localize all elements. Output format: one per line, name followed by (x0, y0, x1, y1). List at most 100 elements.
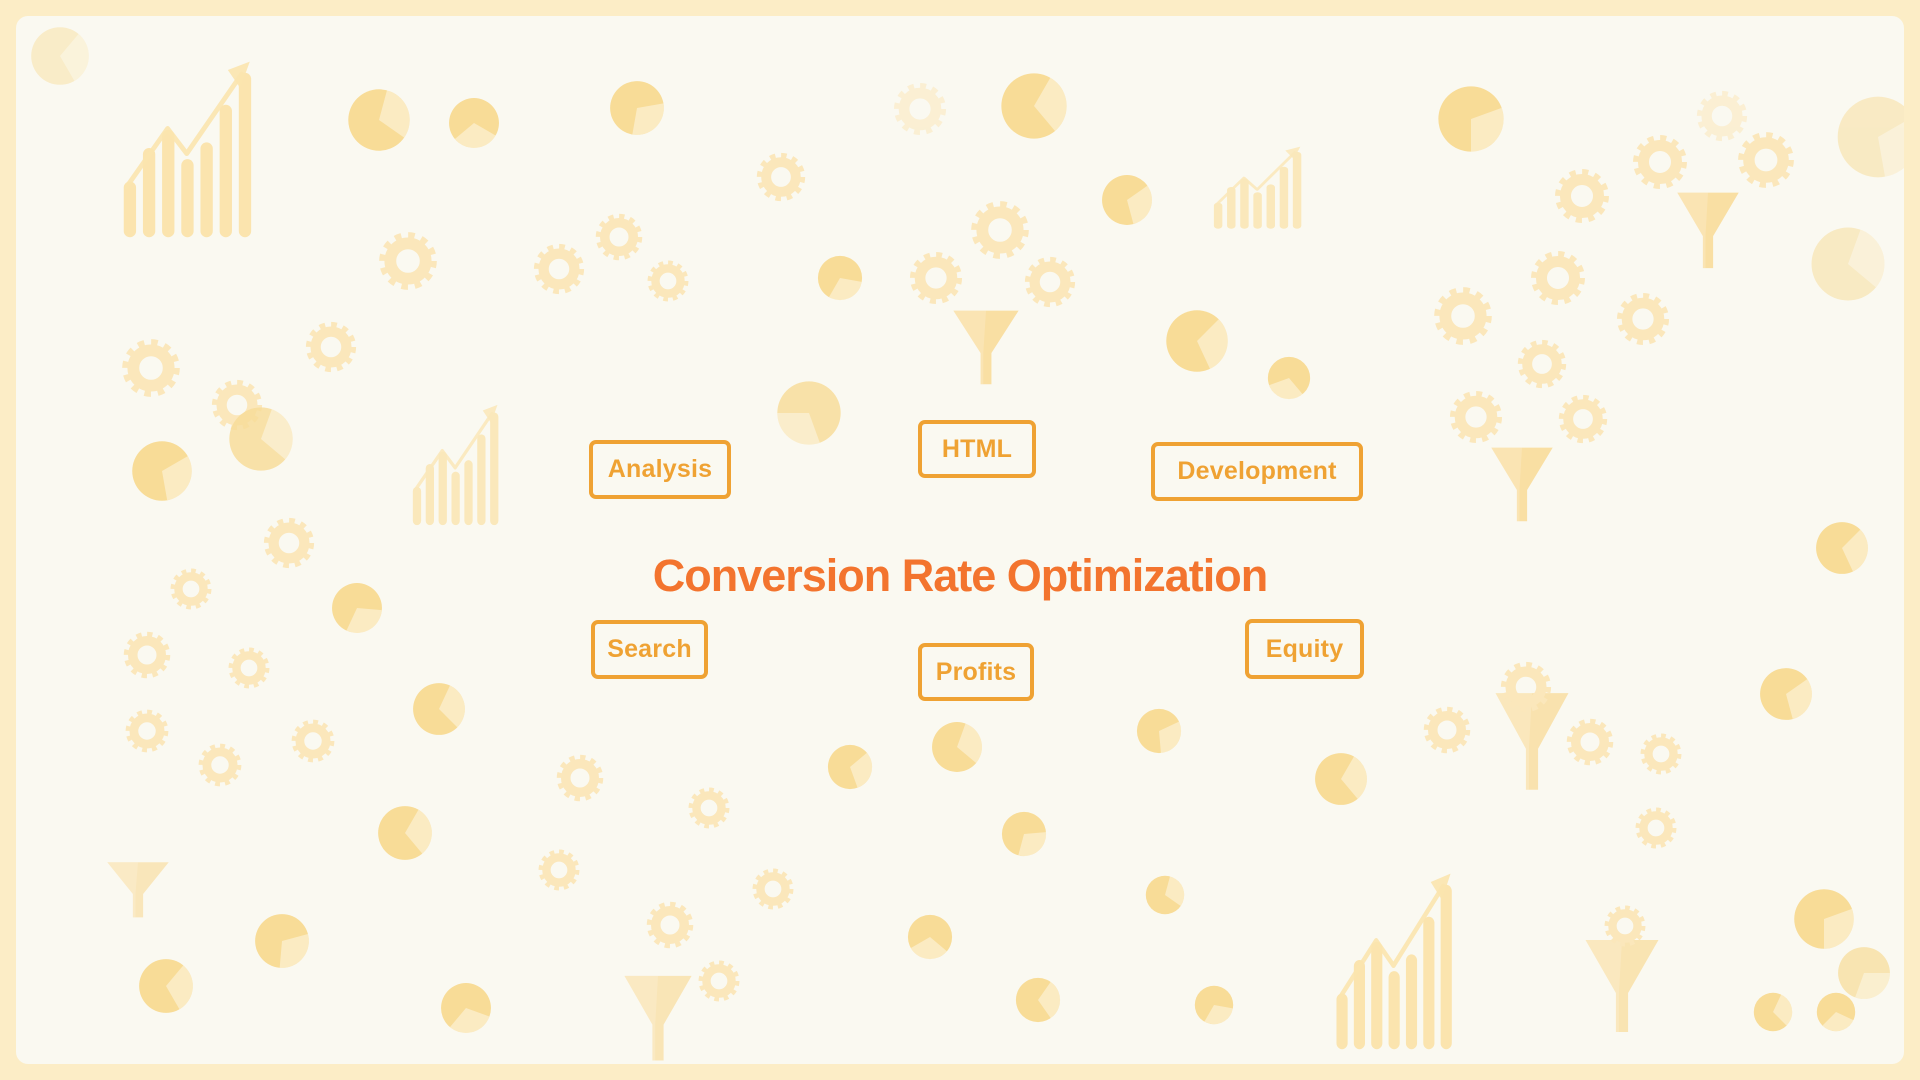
pie-chart-icon (932, 722, 982, 772)
pie-chart-icon (1760, 668, 1812, 720)
pie-chart-icon (378, 806, 432, 860)
keyword-label: Development (1177, 457, 1337, 485)
pie-chart-icon (907, 914, 953, 960)
bar-chart-growth-icon (412, 404, 499, 526)
gear-icon (909, 251, 963, 305)
pie-chart-icon (1001, 73, 1067, 139)
keyword-box-equity: Equity (1245, 619, 1364, 679)
gear-icon (646, 901, 694, 949)
pie-chart-icon (1015, 977, 1061, 1023)
funnel-icon (107, 862, 169, 918)
gear-icon (170, 568, 212, 610)
gear-icon (1531, 251, 1585, 305)
gear-icon (1555, 169, 1609, 223)
page-title: Conversion Rate Optimization (652, 550, 1269, 602)
gear-icon (1434, 287, 1492, 345)
pie-chart-icon (449, 98, 499, 148)
gear-icon (1024, 256, 1076, 308)
gear-icon (1738, 132, 1794, 188)
pie-chart-icon (1102, 175, 1152, 225)
gear-icon (123, 631, 171, 679)
bar-chart-growth-icon (1213, 146, 1302, 229)
pie-chart-icon (348, 89, 410, 151)
gear-icon (305, 321, 357, 373)
keyword-box-profits: Profits (918, 643, 1034, 701)
gear-icon (893, 82, 947, 136)
keyword-label: Search (607, 635, 692, 663)
keyword-box-search: Search (591, 620, 708, 679)
pie-chart-icon (610, 81, 664, 135)
gear-icon (122, 339, 180, 397)
keyword-label: Equity (1265, 634, 1344, 663)
keyword-box-html: HTML (918, 420, 1036, 478)
gear-icon (1633, 135, 1687, 189)
gear-icon (1517, 339, 1567, 389)
gear-icon (198, 743, 242, 787)
gear-icon (533, 243, 585, 295)
pie-chart-icon (441, 983, 491, 1033)
gear-icon (688, 787, 730, 829)
gear-icon (1423, 706, 1471, 754)
pie-chart-icon (1753, 992, 1793, 1032)
decor-layer (16, 16, 1904, 1064)
funnel-icon (953, 310, 1019, 385)
keyword-label: HTML (941, 434, 1013, 463)
gear-icon (1558, 394, 1608, 444)
pie-chart-icon (1794, 889, 1854, 949)
funnel-icon (1491, 447, 1553, 522)
gear-icon (756, 152, 806, 202)
gear-icon (647, 260, 689, 302)
pie-chart-icon (132, 441, 192, 501)
keyword-box-development: Development (1151, 442, 1363, 501)
gear-icon (125, 709, 169, 753)
funnel-icon (1677, 192, 1739, 269)
funnel-icon (1585, 940, 1659, 1032)
illustration-panel: Conversion Rate Optimization Analysis HTM… (16, 16, 1904, 1064)
gear-icon (228, 647, 270, 689)
pie-chart-icon (1136, 708, 1182, 754)
pie-chart-icon (255, 914, 309, 968)
pie-chart-icon (777, 381, 841, 445)
funnel-icon (624, 975, 692, 1061)
gear-icon (971, 201, 1029, 259)
keyword-box-analysis: Analysis (589, 440, 731, 499)
gear-icon (379, 232, 437, 290)
pie-chart-icon (1166, 310, 1228, 372)
pie-chart-icon (31, 27, 89, 85)
bar-chart-growth-icon (1336, 873, 1452, 1050)
gear-icon (1696, 90, 1748, 142)
pie-chart-icon (1811, 227, 1885, 301)
keywords-layer: Conversion Rate Optimization Analysis HTM… (16, 16, 1904, 1064)
gear-icon (1635, 807, 1677, 849)
gear-icon (1566, 718, 1614, 766)
funnel-icon (1495, 693, 1569, 790)
keyword-label: Profits (935, 657, 1017, 686)
pie-chart-icon (1837, 96, 1904, 178)
gear-icon (752, 868, 794, 910)
gear-icon (556, 754, 604, 802)
pie-chart-icon (1001, 811, 1047, 857)
pie-chart-icon (1838, 947, 1890, 999)
gear-icon (538, 849, 580, 891)
pie-chart-icon (139, 959, 193, 1013)
pie-chart-icon (229, 407, 293, 471)
gear-icon (263, 517, 315, 569)
pie-chart-icon (1816, 522, 1868, 574)
gear-icon (1616, 292, 1670, 346)
gear-icon (1604, 905, 1646, 947)
gear-icon (595, 213, 643, 261)
pie-chart-icon (332, 583, 382, 633)
gear-icon (1500, 661, 1552, 713)
gear-icon (1640, 733, 1682, 775)
gear-icon (1449, 390, 1503, 444)
keyword-label: Analysis (607, 455, 713, 483)
pie-chart-icon (1194, 985, 1234, 1025)
bar-chart-growth-icon (123, 61, 252, 238)
gear-icon (291, 719, 335, 763)
pie-chart-icon (827, 744, 873, 790)
pie-chart-icon (1816, 992, 1856, 1032)
pie-chart-icon (1267, 356, 1311, 400)
pie-chart-icon (817, 255, 863, 301)
pie-chart-icon (1438, 86, 1504, 152)
